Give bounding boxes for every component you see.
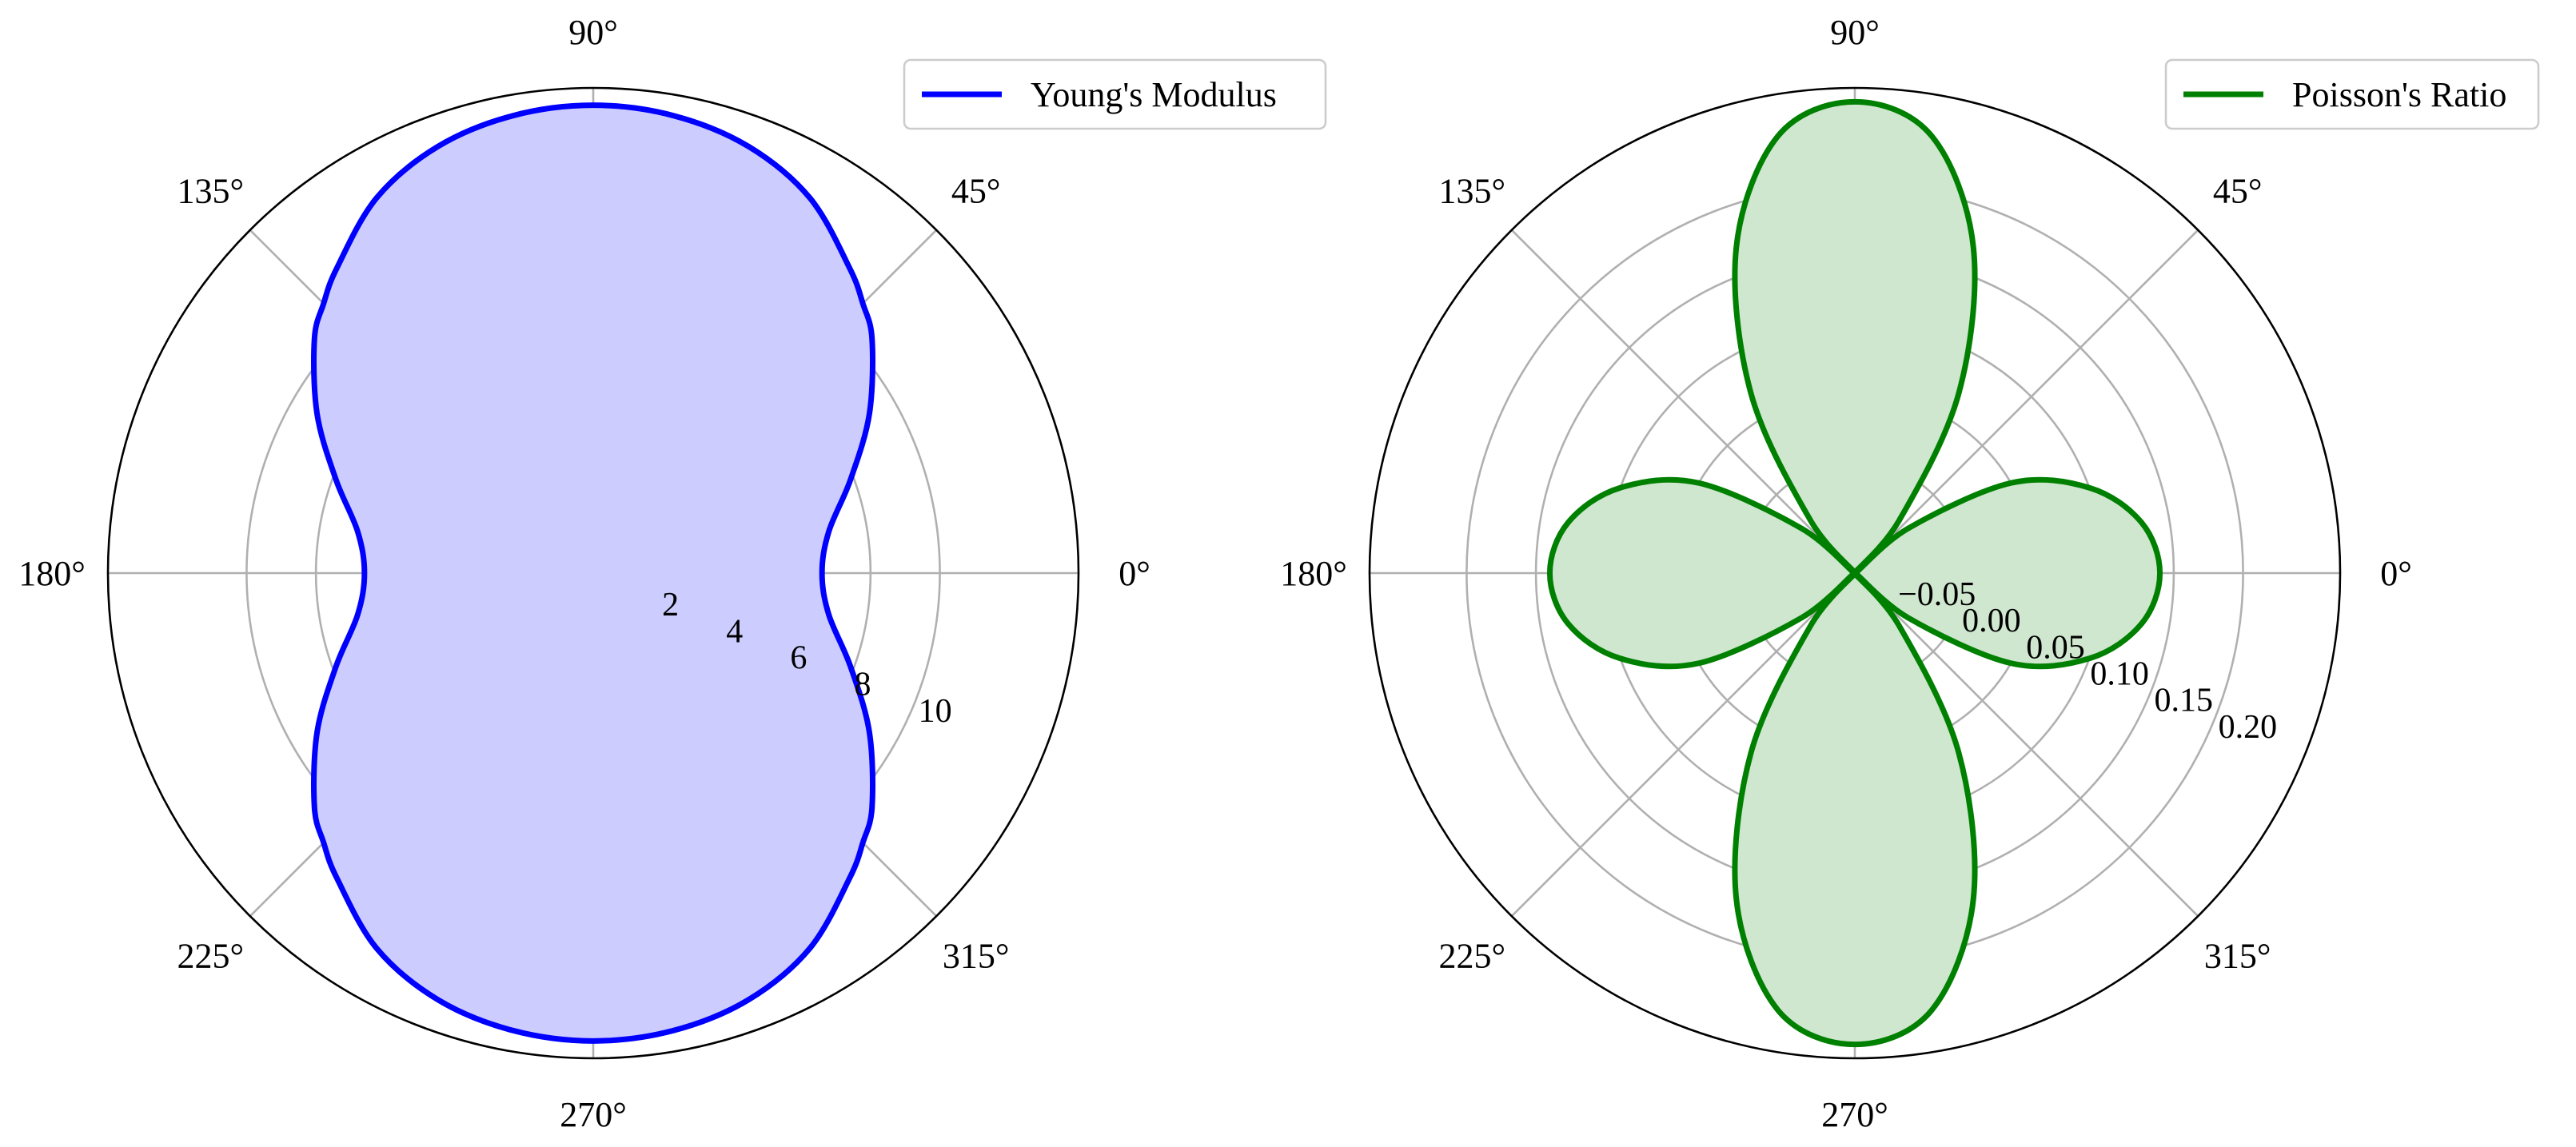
- angle-tick-label: 90°: [568, 13, 618, 52]
- series-line: [1546, 98, 2163, 1048]
- legend: Poisson's Ratio: [2164, 58, 2540, 130]
- polar-frame: [106, 86, 1080, 1060]
- angle-tick-label: 270°: [1821, 1095, 1888, 1134]
- angular-gridline: [1854, 229, 2199, 574]
- legend-box: [2164, 58, 2540, 130]
- angle-tick-label: 315°: [943, 937, 1010, 976]
- angle-tick-label: 135°: [1438, 171, 1505, 210]
- angular-gridline: [1854, 572, 2199, 918]
- radial-tick-label: 6: [790, 640, 807, 677]
- angular-gridline: [1510, 229, 1856, 574]
- radial-tick-label: 0.20: [2219, 709, 2278, 746]
- angle-tick-label: 45°: [2213, 171, 2263, 210]
- radial-tick-label: 8: [854, 667, 871, 703]
- series-fill: [313, 105, 873, 1041]
- angle-tick-label: 225°: [1438, 937, 1505, 976]
- angle-tick-label: 90°: [1830, 13, 1880, 52]
- radial-tick-label: 4: [726, 613, 743, 650]
- legend-label: Poisson's Ratio: [2292, 75, 2506, 114]
- series-line: [311, 102, 875, 1044]
- angle-tick-label: 0°: [1119, 554, 1150, 593]
- radial-tick-label: 0.00: [1962, 603, 2021, 639]
- radial-tick-label: 0.15: [2155, 683, 2214, 719]
- polar-frame: [1368, 86, 2342, 1060]
- radial-tick-label: 10: [919, 693, 952, 730]
- angle-tick-label: 0°: [2380, 554, 2412, 593]
- legend-label: Young's Modulus: [1031, 75, 1277, 114]
- radial-tick-label: 0.10: [2090, 655, 2149, 692]
- angle-tick-label: 45°: [951, 171, 1001, 210]
- legend: Young's Modulus: [903, 58, 1327, 130]
- radial-tick-label: 0.05: [2026, 629, 2085, 666]
- angle-tick-label: 135°: [177, 171, 244, 210]
- angle-tick-label: 315°: [2204, 937, 2271, 976]
- angular-gridline: [1510, 572, 1856, 918]
- radial-tick-label: −0.05: [1898, 576, 1976, 613]
- radial-tick-label: 2: [662, 587, 679, 623]
- youngs-modulus-polar-plot: 2 4 6 8 10 0° 45° 90° 135° 180° 225° 270° 315° Young'…: [18, 13, 1327, 1134]
- poissons-ratio-polar-plot: −0.050.000.050.100.150.20 0° 45° 90° 135° 180…: [1280, 13, 2540, 1134]
- angle-tick-label: 225°: [177, 937, 244, 976]
- angle-tick-label: 180°: [18, 554, 86, 593]
- legend-box: [903, 58, 1327, 130]
- angle-tick-label: 180°: [1280, 554, 1347, 593]
- angle-tick-label: 270°: [560, 1095, 627, 1134]
